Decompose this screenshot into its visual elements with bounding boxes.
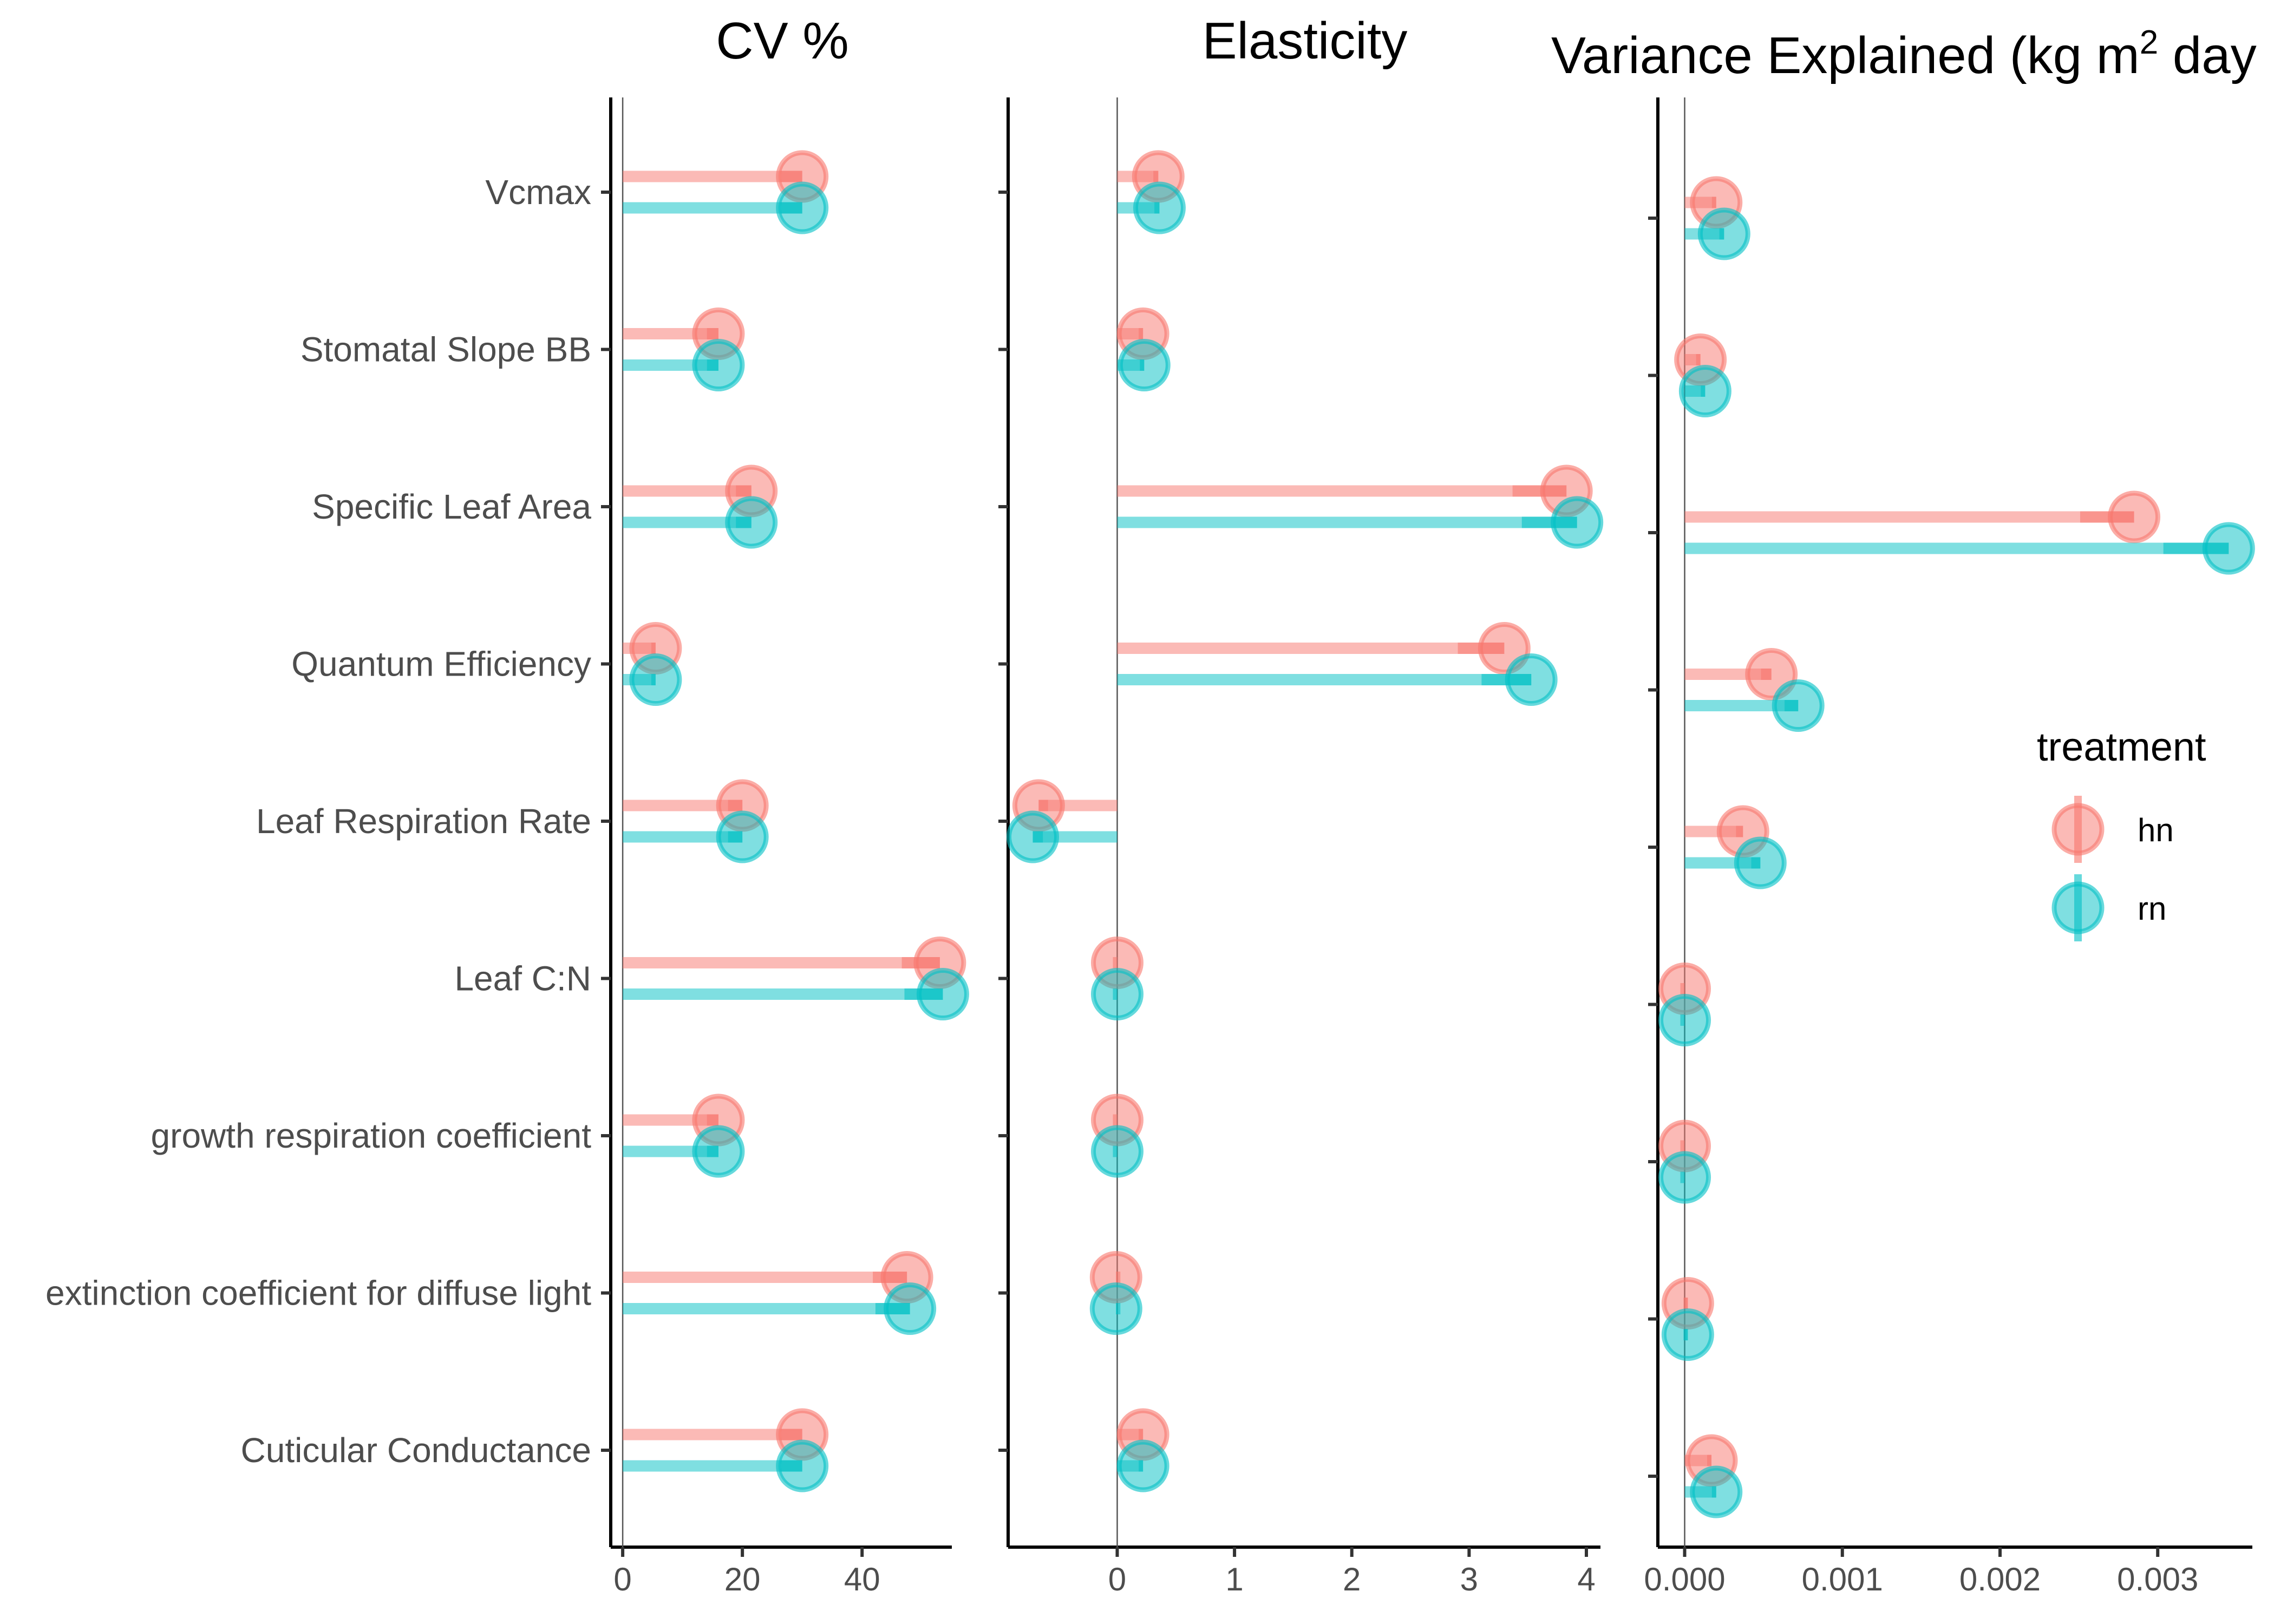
x-tick-label: 0.002 [1959,1561,2041,1597]
point-rn [1658,1151,1711,1204]
point-rn [1090,968,1143,1020]
legend-label-rn: rn [2138,890,2166,927]
category-label: Leaf C:N [454,959,591,998]
category-label: Cuticular Conductance [241,1431,591,1470]
point-rn [1090,1125,1143,1178]
category-label: extinction coefficient for diffuse light [45,1274,591,1313]
x-tick-label: 0.000 [1644,1561,1725,1597]
point-rn [776,181,829,234]
category-label: growth respiration coefficient [151,1116,592,1155]
point-rn [884,1282,937,1335]
x-tick-label: 20 [724,1561,761,1597]
point-rn [1661,1308,1714,1361]
category-label: Vcmax [485,173,591,212]
x-tick-label: 0 [613,1561,631,1597]
point-rn [1678,365,1731,417]
panel-title: Variance Explained (kg m2 day [1551,24,2257,84]
category-label: Stomatal Slope BB [300,330,591,369]
category-labels: Vcmax Stomatal Slope BB Specific Leaf Area… [45,173,591,1470]
point-rn [1734,836,1787,889]
panel-2: Elasticity 0 1 2 3 4 [998,12,1604,1597]
legend: treatment hn rn [2037,724,2206,941]
point-rn [1551,496,1604,549]
category-label: Leaf Respiration Rate [256,802,591,841]
x-tick-label: 0 [1108,1561,1126,1597]
panel-3: Variance Explained (kg m2 day 0.000 0.001 0… [1551,24,2257,1597]
x-tick-label: 3 [1460,1561,1478,1597]
point-rn [1505,653,1558,706]
point-rn [1772,679,1825,732]
category-label: Quantum Efficiency [291,645,591,684]
point-hn [2108,490,2161,543]
point-rn [716,810,769,863]
panel-title-tail: day [2158,27,2256,84]
point-rn [725,496,778,549]
panel-title-superscript: 2 [2140,24,2158,61]
point-rn [692,339,745,391]
point-rn [776,1439,829,1492]
panel-1: CV % 0 20 40 [601,12,969,1597]
point-rn [1116,1439,1169,1492]
point-rn [1118,339,1171,391]
panel-title: Elasticity [1203,12,1408,70]
point-rn [1089,1282,1142,1335]
legend-label-hn: hn [2138,812,2174,848]
point-rn [1697,207,1750,260]
x-tick-label: 4 [1577,1561,1595,1597]
panel-title-text: Variance Explained (kg m [1551,27,2140,84]
x-tick-label: 1 [1225,1561,1243,1597]
x-tick-label: 40 [844,1561,880,1597]
panel-title-text: CV % [716,12,848,70]
panel-title-text: Elasticity [1203,12,1408,70]
point-rn [1006,810,1059,863]
panel-title: CV % [716,12,848,70]
point-rn [916,968,969,1020]
x-tick-label: 0.003 [2117,1561,2198,1597]
legend-key-rn [2051,874,2105,941]
point-rn [1133,181,1186,234]
legend-title: treatment [2037,724,2206,769]
point-rn [1658,994,1711,1046]
point-rn [692,1125,745,1178]
legend-key-hn [2051,796,2105,863]
category-label: Specific Leaf Area [312,487,591,526]
x-tick-label: 2 [1343,1561,1361,1597]
x-tick-label: 0.001 [1802,1561,1883,1597]
point-rn [629,653,682,706]
point-rn [2202,522,2255,575]
point-rn [1690,1465,1743,1518]
